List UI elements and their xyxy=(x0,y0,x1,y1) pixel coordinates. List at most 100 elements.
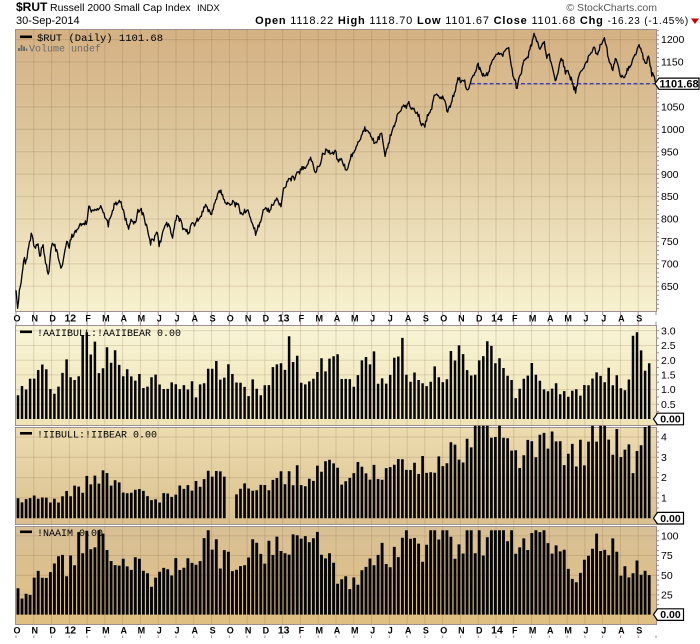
svg-text:!IIBULL:!IIBEAR 0.00: !IIBULL:!IIBEAR 0.00 xyxy=(37,431,157,442)
svg-text:S: S xyxy=(636,314,642,324)
svg-text:950: 950 xyxy=(661,146,679,158)
svg-text:1: 1 xyxy=(661,493,667,505)
svg-text:J: J xyxy=(388,626,393,636)
svg-text:900: 900 xyxy=(661,169,679,181)
svg-text:O: O xyxy=(227,626,234,636)
svg-text:12: 12 xyxy=(64,313,76,325)
svg-text:1050: 1050 xyxy=(661,102,685,114)
svg-text:$RUT: $RUT xyxy=(16,0,48,14)
svg-text:J: J xyxy=(370,626,375,636)
svg-text:N: N xyxy=(245,626,252,636)
svg-text:2: 2 xyxy=(661,472,667,484)
svg-text:© StockCharts.com: © StockCharts.com xyxy=(566,2,657,14)
svg-text:1101.68: 1101.68 xyxy=(659,78,698,90)
svg-text:Open 1118.22 High 1118.70 Low: Open 1118.22 High 1118.70 Low 1101.67 Cl… xyxy=(255,15,689,27)
svg-text:D: D xyxy=(49,314,56,324)
svg-text:0.00: 0.00 xyxy=(660,414,681,426)
svg-text:14: 14 xyxy=(491,625,503,637)
svg-text:A: A xyxy=(547,314,554,324)
svg-text:!NAAIM 0.00: !NAAIM 0.00 xyxy=(37,529,103,540)
svg-text:800: 800 xyxy=(661,214,679,226)
svg-text:F: F xyxy=(85,626,91,636)
svg-text:O: O xyxy=(13,626,20,636)
svg-text:M: M xyxy=(102,626,110,636)
svg-text:Volume undef: Volume undef xyxy=(29,44,101,56)
svg-text:1000: 1000 xyxy=(661,124,685,136)
svg-text:J: J xyxy=(601,626,606,636)
svg-text:75: 75 xyxy=(661,550,673,562)
svg-text:A: A xyxy=(334,626,341,636)
svg-text:M: M xyxy=(315,626,323,636)
svg-text:N: N xyxy=(32,626,39,636)
svg-text:J: J xyxy=(583,626,588,636)
svg-text:4: 4 xyxy=(661,432,667,444)
svg-text:A: A xyxy=(192,626,199,636)
svg-text:J: J xyxy=(583,314,588,324)
svg-text:M: M xyxy=(138,626,146,636)
svg-text:A: A xyxy=(334,314,341,324)
svg-text:N: N xyxy=(458,626,465,636)
svg-text:O: O xyxy=(440,314,447,324)
svg-text:J: J xyxy=(388,314,393,324)
svg-text:A: A xyxy=(120,626,127,636)
svg-text:A: A xyxy=(192,314,199,324)
svg-text:D: D xyxy=(49,626,56,636)
svg-text:F: F xyxy=(299,314,305,324)
svg-text:M: M xyxy=(102,314,110,324)
svg-text:M: M xyxy=(564,314,572,324)
svg-text:D: D xyxy=(476,626,483,636)
svg-text:3: 3 xyxy=(661,452,667,464)
svg-text:M: M xyxy=(529,626,537,636)
svg-text:J: J xyxy=(174,314,179,324)
svg-text:650: 650 xyxy=(661,281,679,293)
svg-text:M: M xyxy=(138,314,146,324)
svg-text:12: 12 xyxy=(64,625,76,637)
svg-text:S: S xyxy=(210,626,216,636)
svg-text:O: O xyxy=(440,626,447,636)
svg-text:13: 13 xyxy=(278,313,290,325)
svg-text:2.0: 2.0 xyxy=(661,355,676,367)
svg-text:A: A xyxy=(120,314,127,324)
svg-text:25: 25 xyxy=(661,590,673,602)
svg-text:1150: 1150 xyxy=(661,57,684,69)
svg-text:J: J xyxy=(157,314,162,324)
svg-text:A: A xyxy=(618,314,625,324)
svg-text:F: F xyxy=(512,626,518,636)
svg-text:100: 100 xyxy=(661,530,679,542)
svg-text:14: 14 xyxy=(491,313,503,325)
svg-text:M: M xyxy=(564,626,572,636)
svg-text:$RUT (Daily) 1101.68: $RUT (Daily) 1101.68 xyxy=(37,33,163,45)
svg-text:3.0: 3.0 xyxy=(661,325,676,337)
svg-text:F: F xyxy=(85,314,91,324)
svg-text:0.00: 0.00 xyxy=(660,513,681,525)
svg-text:0.5: 0.5 xyxy=(661,399,676,411)
svg-text:F: F xyxy=(512,314,518,324)
svg-text:13: 13 xyxy=(278,625,290,637)
svg-text:J: J xyxy=(157,626,162,636)
svg-text:50: 50 xyxy=(661,570,673,582)
svg-text:J: J xyxy=(174,626,179,636)
svg-text:N: N xyxy=(245,314,252,324)
svg-text:O: O xyxy=(13,314,20,324)
svg-text:J: J xyxy=(601,314,606,324)
svg-text:Russell 2000 Small Cap Index: Russell 2000 Small Cap Index xyxy=(50,2,191,14)
svg-text:!AAIIBULL:!AAIIBEAR 0.00: !AAIIBULL:!AAIIBEAR 0.00 xyxy=(37,329,181,340)
svg-text:M: M xyxy=(351,626,359,636)
svg-text:0.00: 0.00 xyxy=(660,609,681,621)
svg-text:S: S xyxy=(423,626,429,636)
svg-text:M: M xyxy=(315,314,323,324)
svg-text:O: O xyxy=(227,314,234,324)
svg-text:A: A xyxy=(405,626,412,636)
svg-text:1.0: 1.0 xyxy=(661,384,676,396)
svg-text:N: N xyxy=(32,314,39,324)
svg-text:1200: 1200 xyxy=(661,34,685,46)
svg-text:30-Sep-2014: 30-Sep-2014 xyxy=(16,15,80,27)
svg-text:S: S xyxy=(210,314,216,324)
svg-text:A: A xyxy=(618,626,625,636)
svg-text:850: 850 xyxy=(661,191,679,203)
svg-text:A: A xyxy=(405,314,412,324)
svg-text:M: M xyxy=(351,314,359,324)
svg-text:D: D xyxy=(476,314,483,324)
svg-text:750: 750 xyxy=(661,236,679,248)
svg-text:1.5: 1.5 xyxy=(661,370,676,382)
